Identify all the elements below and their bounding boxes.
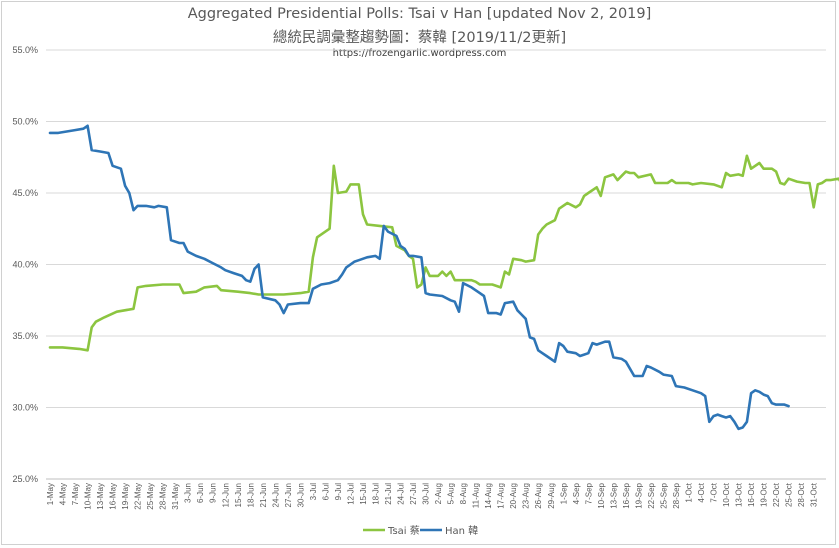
x-tick-label: 16-Oct bbox=[747, 482, 756, 507]
x-tick-label: 22-Sep bbox=[647, 482, 656, 508]
x-tick-label: 24-Jul bbox=[397, 483, 406, 505]
x-tick-label: 4-Oct bbox=[697, 482, 706, 502]
x-tick-label: 4-May bbox=[59, 483, 68, 505]
x-tick-label: 6-Jun bbox=[196, 483, 205, 503]
x-tick-label: 10-Sep bbox=[597, 482, 606, 508]
x-tick-label: 11-Aug bbox=[472, 483, 481, 508]
x-tick-label: 18-Jun bbox=[246, 483, 255, 507]
y-tick-label: 35.0% bbox=[12, 331, 38, 341]
x-tick-label: 25-May bbox=[146, 483, 155, 510]
legend: Tsai 蔡 Han 韓 bbox=[363, 524, 478, 537]
x-tick-label: 15-Jun bbox=[234, 483, 243, 507]
x-tick-label: 16-Sep bbox=[622, 482, 631, 508]
x-tick-label: 31-May bbox=[171, 483, 180, 510]
x-tick-label: 13-Oct bbox=[735, 482, 744, 507]
x-tick-label: 8-Aug bbox=[459, 483, 468, 504]
x-tick-label: 1-Sep bbox=[559, 482, 568, 504]
x-tick-label: 3-Jun bbox=[184, 483, 193, 503]
legend-item: Tsai 蔡 bbox=[363, 524, 420, 537]
x-tick-label: 4-Sep bbox=[572, 482, 581, 504]
x-tick-label: 7-Oct bbox=[710, 482, 719, 502]
x-tick-label: 19-Sep bbox=[634, 482, 643, 508]
x-tick-label: 22-May bbox=[134, 483, 143, 510]
series-lines bbox=[48, 124, 839, 431]
series-line-han bbox=[48, 124, 790, 431]
x-tick-label: 18-Jul bbox=[371, 483, 380, 505]
chart-subtitle: 總統民調彙整趨勢圖：蔡韓 [2019/11/2更新] bbox=[272, 30, 567, 46]
y-tick-label: 55.0% bbox=[12, 45, 38, 55]
x-axis-ticks: 1-May 4-May 7-May 10-May 13-May 16-May 19-May 2… bbox=[46, 482, 819, 509]
x-tick-label: 22-Oct bbox=[772, 482, 781, 507]
x-tick-label: 10-May bbox=[84, 483, 93, 510]
x-tick-label: 25-Sep bbox=[659, 482, 668, 508]
x-tick-label: 9-Jul bbox=[334, 483, 343, 501]
x-tick-label: 28-Oct bbox=[797, 482, 806, 507]
x-tick-label: 1-May bbox=[46, 483, 55, 505]
x-tick-label: 13-Sep bbox=[609, 482, 618, 508]
x-tick-label: 17-Aug bbox=[497, 483, 506, 509]
x-tick-label: 7-May bbox=[71, 483, 80, 505]
legend-label: Han 韓 bbox=[445, 525, 478, 537]
x-tick-label: 21-Jun bbox=[259, 483, 268, 507]
x-tick-label: 31-Oct bbox=[810, 482, 819, 507]
x-tick-label: 10-Oct bbox=[722, 482, 731, 507]
x-tick-label: 5-Aug bbox=[447, 483, 456, 504]
x-tick-label: 28-Sep bbox=[672, 482, 681, 508]
legend-label: Tsai 蔡 bbox=[387, 524, 420, 537]
chart-title: Aggregated Presidential Polls: Tsai v Ha… bbox=[187, 6, 652, 22]
x-tick-label: 14-Aug bbox=[484, 483, 493, 509]
series-line-tsai bbox=[48, 154, 839, 352]
y-tick-label: 50.0% bbox=[12, 117, 38, 127]
gridlines bbox=[46, 49, 826, 408]
x-tick-label: 12-Jun bbox=[221, 483, 230, 507]
x-tick-label: 30-Jun bbox=[296, 483, 305, 507]
y-axis-ticks: 25.0% 30.0% 35.0% 40.0% 45.0% 50.0% 55.0% bbox=[12, 45, 38, 484]
x-tick-label: 15-Jul bbox=[359, 483, 368, 505]
y-tick-label: 30.0% bbox=[12, 403, 38, 413]
x-tick-label: 24-Jun bbox=[271, 483, 280, 507]
x-tick-label: 19-May bbox=[121, 483, 130, 510]
x-tick-label: 19-Oct bbox=[760, 482, 769, 507]
x-tick-label: 1-Oct bbox=[684, 482, 693, 502]
x-tick-label: 2-Aug bbox=[434, 483, 443, 504]
x-tick-label: 29-Aug bbox=[547, 483, 556, 509]
chart-source-url: https://frozengarlic.wordpress.com bbox=[332, 48, 507, 59]
x-tick-label: 13-May bbox=[96, 483, 105, 510]
x-tick-label: 7-Sep bbox=[584, 482, 593, 504]
x-tick-label: 21-Jul bbox=[384, 483, 393, 505]
x-tick-label: 6-Jul bbox=[321, 483, 330, 501]
x-tick-label: 16-May bbox=[109, 483, 118, 510]
x-tick-label: 30-Jul bbox=[422, 483, 431, 505]
x-tick-label: 25-Oct bbox=[785, 482, 794, 507]
y-tick-label: 25.0% bbox=[12, 474, 38, 484]
y-tick-label: 45.0% bbox=[12, 188, 38, 198]
x-tick-label: 9-Jun bbox=[209, 483, 218, 503]
x-tick-label: 28-May bbox=[159, 483, 168, 510]
y-tick-label: 40.0% bbox=[12, 260, 38, 270]
x-tick-label: 27-Jun bbox=[284, 483, 293, 507]
x-tick-label: 12-Jul bbox=[346, 483, 355, 505]
x-tick-label: 23-Aug bbox=[522, 483, 531, 509]
legend-item: Han 韓 bbox=[420, 525, 478, 537]
x-tick-label: 3-Jul bbox=[309, 483, 318, 501]
x-tick-label: 27-Jul bbox=[409, 483, 418, 505]
x-tick-label: 26-Aug bbox=[534, 483, 543, 509]
x-tick-label: 20-Aug bbox=[509, 483, 518, 509]
